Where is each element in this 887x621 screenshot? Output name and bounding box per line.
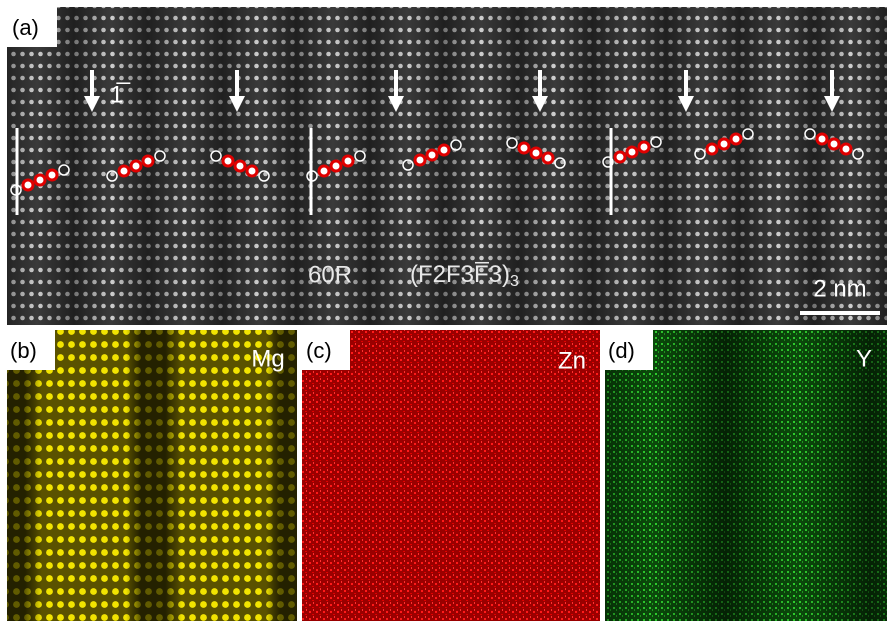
element-label: Y	[856, 345, 872, 372]
red-atom-marker	[47, 170, 57, 180]
zn-map	[302, 330, 600, 621]
red-atom-marker	[35, 175, 45, 185]
red-atom-marker	[817, 134, 827, 144]
red-atom-marker	[427, 150, 437, 160]
red-atom-marker	[531, 148, 541, 158]
element-label: Mg	[251, 345, 284, 372]
panel-a: (a) 1̅ 60R (F2F3F̅3)3 2 nm	[7, 7, 887, 325]
red-atom-marker	[615, 152, 625, 162]
scale-bar-label: 2 nm	[813, 275, 866, 302]
red-atom-marker	[235, 161, 245, 171]
map-shading	[605, 330, 887, 621]
red-atom-marker	[439, 145, 449, 155]
structure-label: 60R	[308, 261, 352, 288]
panel-c: (c) Zn	[302, 330, 600, 621]
red-atom-marker	[627, 147, 637, 157]
red-atom-marker	[731, 134, 741, 144]
formula: (F2F3F̅3)3	[410, 261, 519, 290]
panel-label: (d)	[608, 338, 635, 363]
map-shading	[7, 330, 297, 621]
red-atom-marker	[415, 155, 425, 165]
red-atom-marker	[707, 144, 717, 154]
red-atom-marker	[223, 156, 233, 166]
red-atom-marker	[829, 139, 839, 149]
panel-label: (a)	[12, 15, 39, 40]
red-atom-marker	[331, 161, 341, 171]
red-atom-marker	[23, 180, 33, 190]
red-atom-marker	[543, 153, 553, 163]
panel-label: (b)	[10, 338, 37, 363]
figure: (a) 1̅ 60R (F2F3F̅3)3 2 nm (b) Mg (c) Zn…	[0, 0, 887, 621]
formula-subscript: 3	[510, 273, 519, 290]
red-atom-marker	[519, 143, 529, 153]
red-atom-marker	[343, 156, 353, 166]
element-label: Zn	[558, 347, 586, 374]
red-atom-marker	[841, 144, 851, 154]
red-atom-marker	[319, 166, 329, 176]
red-atom-marker	[639, 142, 649, 152]
panel-d: (d) Y	[605, 330, 887, 621]
red-atom-marker	[247, 166, 257, 176]
red-atom-marker	[719, 139, 729, 149]
formula-main: (F2F3F̅3)	[410, 261, 510, 288]
red-atom-marker	[119, 166, 129, 176]
panel-label: (c)	[306, 338, 332, 363]
panel-b: (b) Mg	[7, 330, 297, 621]
red-atom-marker	[143, 156, 153, 166]
red-atom-marker	[131, 161, 141, 171]
